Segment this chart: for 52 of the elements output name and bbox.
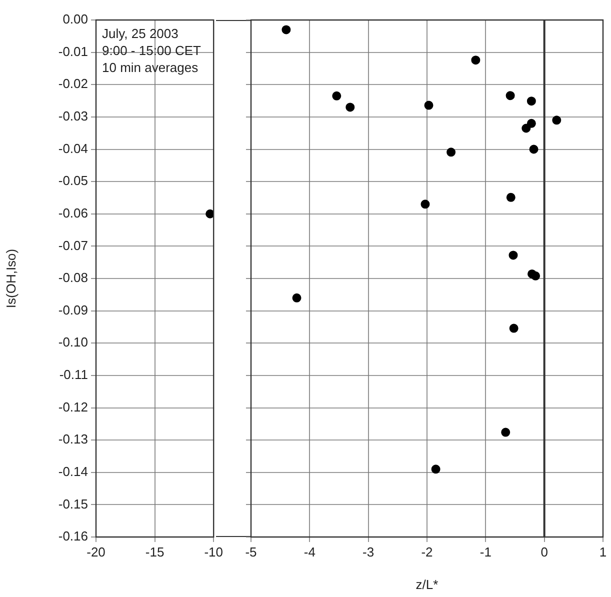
- point: [424, 100, 434, 110]
- x-axis-title: z/L*: [416, 576, 438, 592]
- y-tick-label: -0.15: [58, 496, 88, 512]
- y-tick-label: -0.04: [58, 140, 88, 156]
- y-tick-label: -0.09: [58, 302, 88, 318]
- y-tick-label: -0.10: [58, 334, 88, 350]
- point: [292, 293, 302, 302]
- point: [509, 324, 518, 333]
- y-tick-label: -0.07: [58, 238, 88, 253]
- x-tick-label: -10: [204, 544, 224, 560]
- x-tick-label: -5: [245, 544, 257, 560]
- annotation: 10 min averages: [102, 60, 199, 76]
- point: [526, 96, 536, 106]
- x-tick-label: 1: [599, 544, 607, 560]
- point: [506, 91, 515, 100]
- point: [332, 91, 342, 100]
- point: [552, 116, 562, 125]
- point: [501, 428, 510, 437]
- y-tick-label: -0.12: [58, 399, 88, 414]
- x-tick-label: -2: [421, 544, 433, 560]
- x-tick-label: -1: [480, 544, 492, 560]
- y-axis-title: Is(OH,Iso): [3, 248, 18, 308]
- point: [522, 124, 531, 133]
- point: [508, 250, 518, 260]
- y-tick-label: -0.05: [58, 173, 88, 188]
- point: [529, 144, 538, 154]
- annotation: July, 25 2003: [102, 26, 178, 42]
- x-tick-label: 0: [540, 544, 548, 560]
- y-tick-label: -0.03: [58, 108, 88, 124]
- annotation: 9:00 - 15:00 CET: [102, 43, 202, 58]
- point: [431, 464, 440, 474]
- y-tick-label: -0.08: [58, 270, 88, 286]
- x-tick-label: -20: [86, 544, 106, 560]
- x-tick-label: -15: [145, 544, 164, 560]
- y-tick-label: -0.13: [58, 432, 88, 447]
- y-tick-label: -0.14: [58, 464, 88, 479]
- point: [526, 118, 536, 128]
- y-tick-label: -0.16: [58, 528, 88, 544]
- point: [282, 25, 291, 34]
- point: [420, 200, 430, 209]
- point: [531, 271, 540, 280]
- y-tick-label: 0.00: [62, 12, 88, 27]
- y-tick-label: -0.11: [59, 367, 88, 382]
- x-tick-label: -4: [304, 544, 316, 560]
- x-tick-label: -3: [362, 544, 374, 560]
- point: [506, 192, 516, 202]
- point: [346, 102, 355, 112]
- point: [446, 148, 456, 157]
- y-tick-label: -0.06: [58, 205, 88, 220]
- point: [471, 56, 480, 65]
- y-tick-label: -0.02: [58, 76, 88, 92]
- y-tick-label: -0.01: [58, 44, 88, 59]
